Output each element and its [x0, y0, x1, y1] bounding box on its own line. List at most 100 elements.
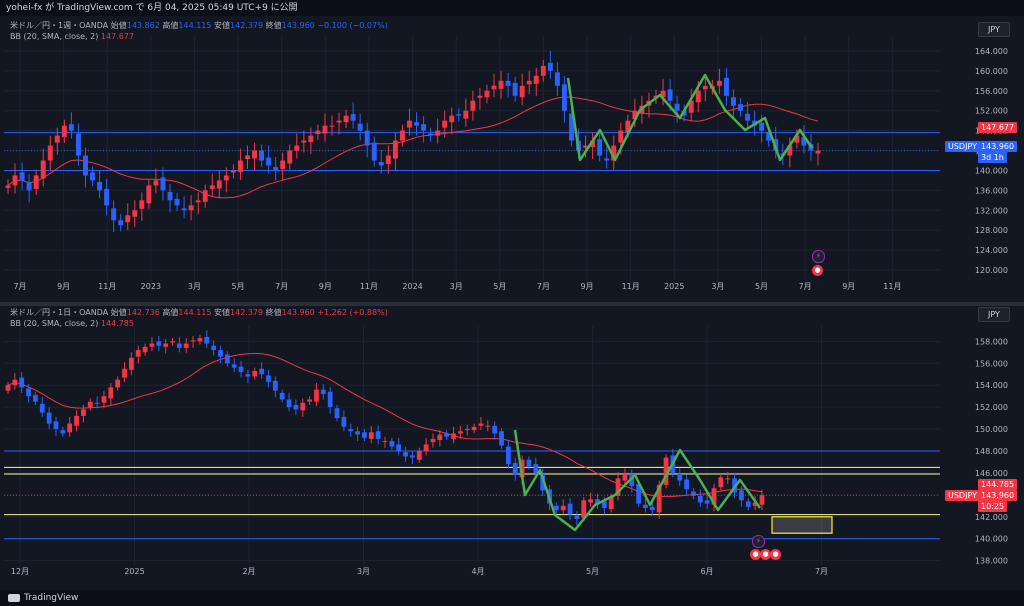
candle-body	[5, 185, 11, 188]
currency-button-top[interactable]: JPY	[978, 22, 1010, 37]
candle-body	[87, 401, 93, 408]
price-tag-top: 143.960	[978, 141, 1018, 152]
footer: TradingView	[0, 590, 1024, 606]
candle-body	[505, 446, 511, 465]
candle-body	[677, 474, 683, 481]
candle-body	[33, 175, 39, 189]
legend-top: 米ドル／円・1週・OANDA 始値143.862 高値144.115 安値142…	[10, 20, 388, 42]
candle-body	[183, 343, 189, 348]
candle-body	[601, 501, 607, 508]
candle-body	[272, 380, 278, 391]
time-tick-label: 9月	[581, 282, 594, 291]
candle-body	[216, 180, 222, 189]
candle-body	[364, 130, 370, 146]
candle-body	[146, 185, 152, 204]
candle-body	[301, 140, 307, 143]
candle-body	[12, 175, 18, 186]
candle-body	[759, 495, 765, 505]
legend-low-label: 安値	[214, 21, 231, 30]
time-tick-label: 5月	[232, 282, 245, 291]
candle-body	[320, 389, 326, 394]
candle-body	[463, 110, 469, 119]
candle-body	[149, 343, 155, 347]
candle-body	[622, 474, 628, 481]
time-axis[interactable]: 7月 9月 11月 2023 3月 5月 7月 9月 11月 2024 3月 5月 7月 9月 11月 202…	[11, 282, 902, 576]
candle-body	[519, 85, 525, 98]
candle-body	[237, 160, 243, 172]
candle-body	[725, 478, 731, 480]
legend-bb-label: BB (20, SMA, close, 2)	[10, 319, 99, 328]
candle-body	[287, 150, 293, 164]
symbol-tag-top: USDJPY	[945, 141, 980, 152]
candle-body	[334, 408, 340, 419]
candle-body	[26, 388, 31, 397]
candle-body	[40, 160, 46, 179]
candle-body	[211, 345, 217, 351]
time-tick-label: 5月	[493, 282, 506, 291]
legend-bottom: 米ドル／円・1日・OANDA 始値142.736 高値144.115 安値142…	[10, 307, 388, 329]
candle-body	[449, 115, 455, 123]
tradingview-logo-icon[interactable]	[8, 593, 20, 602]
price-tick-label: 136.000	[975, 186, 1008, 195]
candle-body	[471, 426, 477, 431]
price-tick-label: 156.000	[975, 87, 1008, 96]
candle-body	[435, 130, 441, 136]
candle-body	[533, 75, 539, 84]
candle-body	[315, 130, 321, 135]
candle-body	[53, 421, 59, 430]
us-flag-icon[interactable]: ●	[770, 549, 781, 560]
candle-body	[195, 200, 201, 203]
candle-body	[702, 85, 708, 90]
legend-change: −0.100 (−0.07%)	[317, 21, 388, 30]
candle-body	[142, 346, 148, 353]
candle-body	[745, 113, 751, 121]
time-tick-label: 3月	[357, 567, 370, 576]
price-tick-label: 140.000	[975, 166, 1008, 175]
candle-body	[5, 385, 11, 391]
candle-body	[97, 181, 103, 191]
candle-body	[739, 490, 744, 501]
candle-body	[407, 120, 412, 128]
candle-body	[560, 505, 566, 511]
legend-close-label: 終値	[265, 308, 282, 317]
us-flag-icon[interactable]: ●	[760, 549, 771, 560]
horizontal-lines	[4, 132, 940, 540]
legend-high-label: 高値	[162, 21, 179, 30]
currency-button-bottom[interactable]: JPY	[978, 307, 1010, 322]
time-tick-label: 2025	[664, 282, 684, 291]
candle-body	[485, 425, 491, 427]
candle-body	[731, 97, 736, 106]
flash-icon[interactable]: ⚡	[752, 535, 765, 548]
candle-body	[625, 120, 631, 133]
candle-body	[561, 84, 567, 111]
time-tick-label: 11月	[883, 282, 901, 291]
target-box	[771, 516, 833, 534]
candle-body	[416, 450, 422, 460]
time-tick-label: 11月	[622, 282, 640, 291]
candle-body	[704, 500, 710, 504]
candle-body	[458, 431, 463, 434]
charts-canvas[interactable]: 120.000 124.000 128.000 132.000 136.000 140.0…	[0, 16, 1024, 590]
time-tick-label: 2023	[141, 282, 161, 291]
candle-body	[451, 433, 456, 439]
candle-body	[181, 208, 187, 211]
header-text: yohei-fx が TradingView.com で 6月 04, 2025…	[6, 3, 298, 13]
flash-icon[interactable]: ⚡	[812, 250, 825, 263]
candle-body	[588, 499, 594, 503]
candle-body	[491, 85, 497, 90]
legend-low-label: 安値	[214, 308, 231, 317]
candle-body	[505, 80, 511, 86]
candle-body	[766, 132, 772, 141]
candle-body	[300, 402, 306, 411]
us-flag-icon[interactable]: ●	[750, 549, 761, 560]
candle-body	[223, 175, 229, 181]
candle-body	[499, 431, 504, 446]
us-flag-icon[interactable]: ●	[812, 265, 823, 276]
candle-body	[259, 150, 265, 161]
candle-body	[322, 125, 328, 134]
candle-body	[787, 145, 793, 156]
candle-body	[414, 122, 419, 126]
footer-logo-text[interactable]: TradingView	[24, 593, 79, 603]
candle-body	[167, 191, 173, 201]
candle-body	[174, 198, 180, 206]
